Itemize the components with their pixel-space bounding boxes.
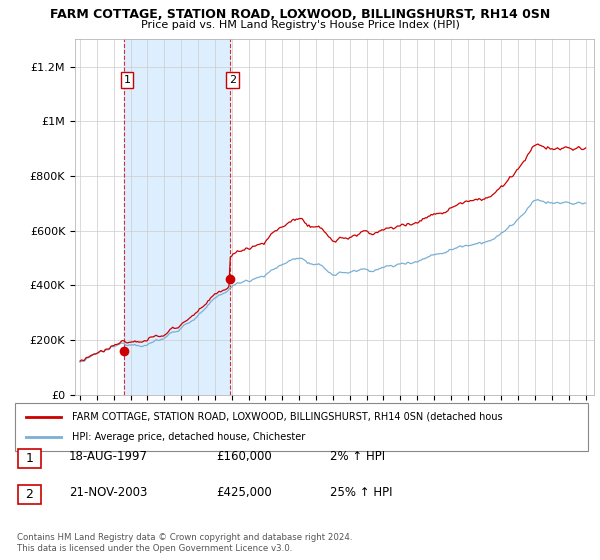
- Text: 1: 1: [25, 451, 34, 465]
- Text: 2: 2: [25, 488, 34, 501]
- Text: 2: 2: [229, 75, 236, 85]
- FancyBboxPatch shape: [18, 485, 41, 504]
- Text: 2% ↑ HPI: 2% ↑ HPI: [330, 450, 385, 463]
- Text: 1: 1: [124, 75, 130, 85]
- FancyBboxPatch shape: [18, 449, 41, 468]
- FancyBboxPatch shape: [15, 403, 588, 451]
- Text: 21-NOV-2003: 21-NOV-2003: [69, 486, 148, 500]
- Text: £425,000: £425,000: [216, 486, 272, 500]
- Text: 18-AUG-1997: 18-AUG-1997: [69, 450, 148, 463]
- Text: HPI: Average price, detached house, Chichester: HPI: Average price, detached house, Chic…: [73, 432, 305, 442]
- Text: 25% ↑ HPI: 25% ↑ HPI: [330, 486, 392, 500]
- Text: Price paid vs. HM Land Registry's House Price Index (HPI): Price paid vs. HM Land Registry's House …: [140, 20, 460, 30]
- Bar: [124, 39, 230, 395]
- Text: FARM COTTAGE, STATION ROAD, LOXWOOD, BILLINGSHURST, RH14 0SN (detached hous: FARM COTTAGE, STATION ROAD, LOXWOOD, BIL…: [73, 412, 503, 422]
- Text: £160,000: £160,000: [216, 450, 272, 463]
- Text: Contains HM Land Registry data © Crown copyright and database right 2024.
This d: Contains HM Land Registry data © Crown c…: [17, 533, 352, 553]
- Text: FARM COTTAGE, STATION ROAD, LOXWOOD, BILLINGSHURST, RH14 0SN: FARM COTTAGE, STATION ROAD, LOXWOOD, BIL…: [50, 8, 550, 21]
